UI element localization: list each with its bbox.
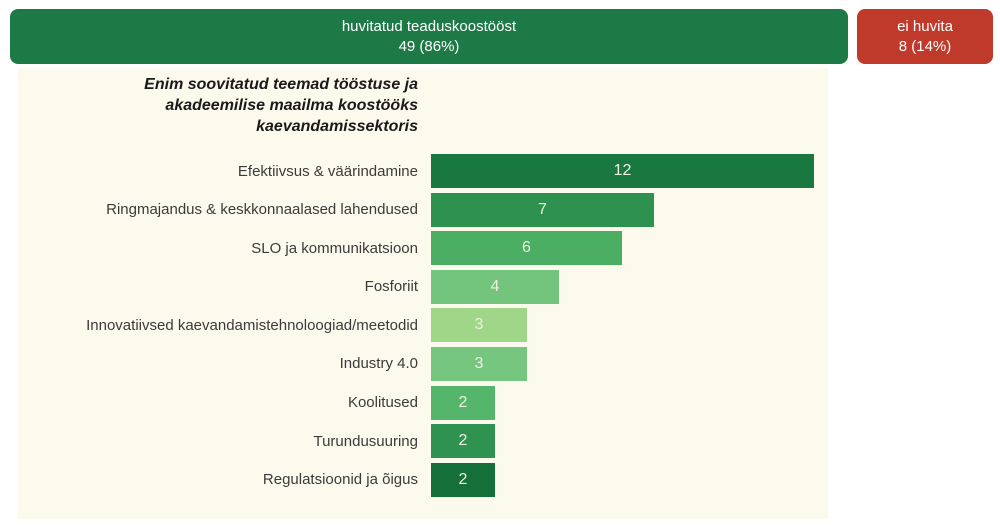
- bar-row: Regulatsioonid ja õigus 2: [18, 462, 814, 497]
- not-interested-summary-bar: ei huvita 8 (14%): [857, 9, 993, 64]
- chart-title: Enim soovitatud teemad tööstuse ja akade…: [18, 74, 418, 137]
- bar-row: Efektiivsus & väärindamine 12: [18, 154, 814, 188]
- category-label: Ringmajandus & keskkonnaalased lahenduse…: [106, 201, 418, 219]
- bar: 6: [431, 231, 622, 266]
- chart-panel: Enim soovitatud teemad tööstuse ja akade…: [18, 68, 828, 519]
- not-interested-value: 8 (14%): [898, 37, 952, 55]
- bar: 2: [431, 462, 495, 497]
- interested-summary-bar: huvitatud teaduskoostööst 49 (86%): [10, 9, 848, 64]
- category-label: Turundusuuring: [313, 432, 418, 450]
- category-label: Innovatiivsed kaevandamistehnoloogiad/me…: [86, 316, 418, 334]
- bar: 7: [431, 192, 654, 227]
- bar: 2: [431, 424, 495, 459]
- interested-value: 49 (86%): [398, 37, 460, 55]
- bar: 3: [431, 346, 527, 381]
- chart-title-line-1: Enim soovitatud teemad tööstuse ja: [144, 76, 418, 93]
- bar-row: Ringmajandus & keskkonnaalased lahenduse…: [18, 192, 814, 227]
- bar-value-label: 2: [458, 393, 468, 411]
- category-label: Fosforiit: [364, 278, 418, 296]
- category-label: Industry 4.0: [339, 355, 418, 373]
- interested-label: huvitatud teaduskoostööst: [341, 17, 517, 35]
- bar: 4: [431, 269, 559, 304]
- bar-value-label: 7: [538, 200, 547, 218]
- category-label: Koolitused: [347, 394, 418, 412]
- bar-row: SLO ja kommunikatsioon 6: [18, 231, 814, 266]
- bar-chart: Efektiivsus & väärindamine 12 Ringmajandus…: [18, 154, 814, 497]
- category-label: Efektiivsus & väärindamine: [237, 162, 418, 180]
- bar-row: Industry 4.0 3: [18, 346, 814, 381]
- bar-value-label: 6: [522, 239, 531, 257]
- bar-value-label: 4: [490, 277, 500, 295]
- bar: 2: [431, 385, 495, 420]
- bar: 12: [431, 154, 814, 188]
- chart-title-line-2: akadeemilise maailma koostööks: [165, 97, 418, 114]
- category-label: Regulatsioonid ja õigus: [262, 471, 418, 489]
- bar-value-label: 3: [474, 316, 484, 334]
- bar-value-label: 2: [458, 432, 468, 450]
- bar-value-label: 3: [474, 354, 484, 372]
- not-interested-label: ei huvita: [897, 17, 953, 35]
- bar-value-label: 12: [613, 162, 632, 179]
- bar-value-label: 2: [458, 470, 468, 488]
- bar-row: Innovatiivsed kaevandamistehnoloogiad/me…: [18, 308, 814, 343]
- bar-row: Fosforiit 4: [18, 269, 814, 304]
- bar-row: Koolitused 2: [18, 385, 814, 420]
- bar-row: Turundusuuring 2: [18, 424, 814, 459]
- bar: 3: [431, 308, 527, 343]
- category-label: SLO ja kommunikatsioon: [251, 239, 418, 257]
- chart-title-line-3: kaevandamissektoris: [256, 118, 418, 135]
